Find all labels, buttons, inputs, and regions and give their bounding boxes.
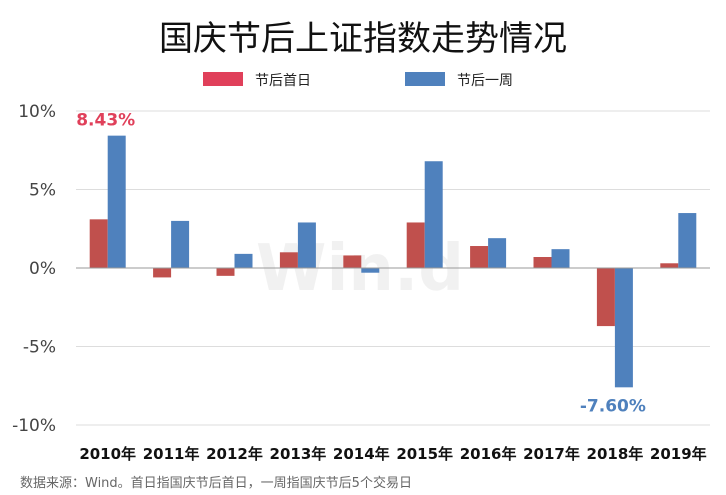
x-tick-label: 2010年: [79, 445, 136, 463]
chart-title: 国庆节后上证指数走势情况: [159, 19, 567, 59]
x-tick-label: 2017年: [523, 445, 580, 463]
x-tick-label: 2013年: [270, 445, 327, 463]
legend-label-first-day: 节后首日: [255, 73, 311, 89]
bar-first-day: [153, 268, 172, 278]
data-label: -7.60%: [580, 396, 646, 416]
bar-one-week: [551, 249, 570, 268]
x-tick-label: 2014年: [333, 445, 390, 463]
x-tick-label: 2011年: [143, 445, 200, 463]
bar-one-week: [297, 222, 316, 268]
annotations: 8.43% -7.60%: [76, 111, 646, 417]
bar-first-day: [470, 246, 489, 268]
y-tick-label: -5%: [23, 338, 56, 358]
y-tick-label: -10%: [12, 416, 56, 436]
legend-swatch-first-day: [203, 72, 243, 86]
legend-swatch-one-week: [405, 72, 445, 86]
legend-label-one-week: 节后一周: [457, 73, 513, 89]
y-axis: 10% 5% 0% -5% -10%: [12, 102, 56, 436]
grid: [76, 110, 710, 426]
legend: 节后首日 节后一周: [203, 72, 513, 89]
bar-one-week: [361, 268, 380, 273]
y-tick-label: 5%: [29, 181, 56, 201]
bar-first-day: [533, 257, 552, 268]
x-axis: 2010年 2011年 2012年 2013年 2014年 2015年 2016年 2017年…: [79, 445, 706, 463]
bar-first-day: [660, 263, 679, 268]
bar-one-week: [488, 238, 507, 268]
x-tick-label: 2019年: [650, 445, 707, 463]
y-tick-label: 10%: [18, 102, 56, 122]
bar-one-week: [107, 135, 126, 268]
bar-one-week: [424, 161, 443, 268]
bar-first-day: [279, 252, 298, 268]
x-tick-label: 2018年: [587, 445, 644, 463]
bar-first-day: [89, 219, 108, 268]
x-tick-label: 2016年: [460, 445, 517, 463]
bar-first-day: [343, 255, 362, 268]
bar-one-week: [234, 253, 253, 268]
bar-one-week: [614, 268, 633, 388]
x-tick-label: 2015年: [396, 445, 453, 463]
bar-one-week: [678, 213, 697, 268]
bars: [89, 135, 697, 388]
bar-one-week: [171, 220, 190, 268]
x-tick-label: 2012年: [206, 445, 263, 463]
bar-first-day: [406, 222, 425, 268]
bar-first-day: [216, 268, 235, 276]
data-label: 8.43%: [76, 111, 135, 131]
source-note: 数据来源：Wind。首日指国庆节后首日，一周指国庆节后5个交易日: [20, 475, 412, 491]
y-tick-label: 0%: [29, 259, 56, 279]
bar-first-day: [596, 268, 615, 327]
